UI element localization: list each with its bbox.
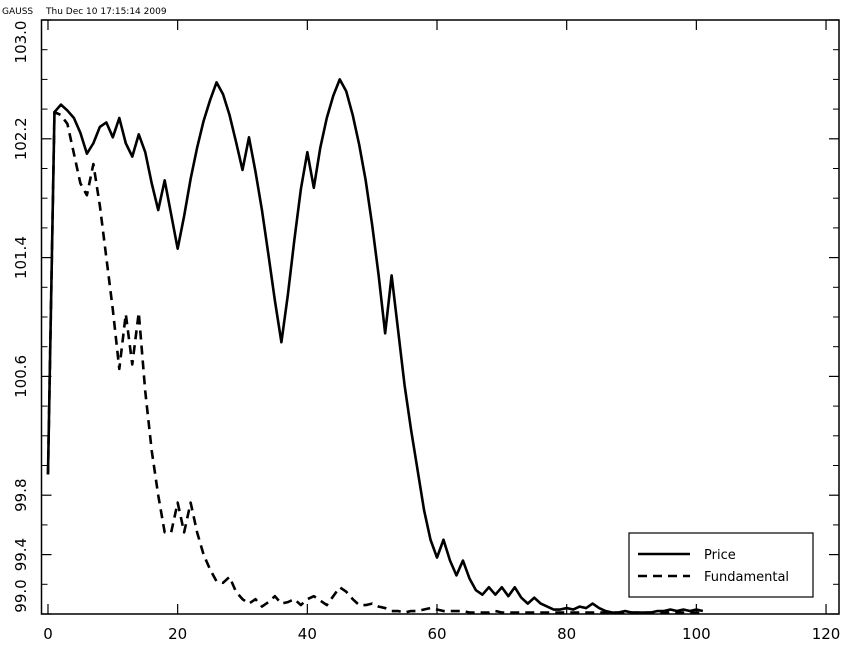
x-tick-label: 40 xyxy=(298,625,317,643)
x-tick-label: 60 xyxy=(427,625,446,643)
legend-label: Price xyxy=(704,548,736,563)
x-tick-label: 100 xyxy=(682,625,711,643)
y-tick-label: 99.8 xyxy=(12,478,30,511)
y-tick-label: 103.0 xyxy=(12,21,30,64)
timestamp: Thu Dec 10 17:15:14 2009 xyxy=(45,7,167,17)
y-tick-label: 102.2 xyxy=(12,117,30,160)
x-tick-label: 80 xyxy=(557,625,576,643)
legend-label: Fundamental xyxy=(704,570,789,585)
program-name: GAUSS xyxy=(2,7,33,17)
y-tick-label: 99.0 xyxy=(12,579,30,612)
x-tick-label: 0 xyxy=(43,625,53,643)
plot-frame xyxy=(40,19,840,615)
y-tick-label: 100.6 xyxy=(12,355,30,398)
y-tick-label: 99.4 xyxy=(12,538,30,571)
y-tick-label: 101.4 xyxy=(12,236,30,279)
x-tick-label: 20 xyxy=(168,625,187,643)
legend-box xyxy=(628,532,814,598)
x-tick-label: 120 xyxy=(812,625,841,643)
series-line xyxy=(46,110,703,614)
series-line xyxy=(46,78,704,614)
